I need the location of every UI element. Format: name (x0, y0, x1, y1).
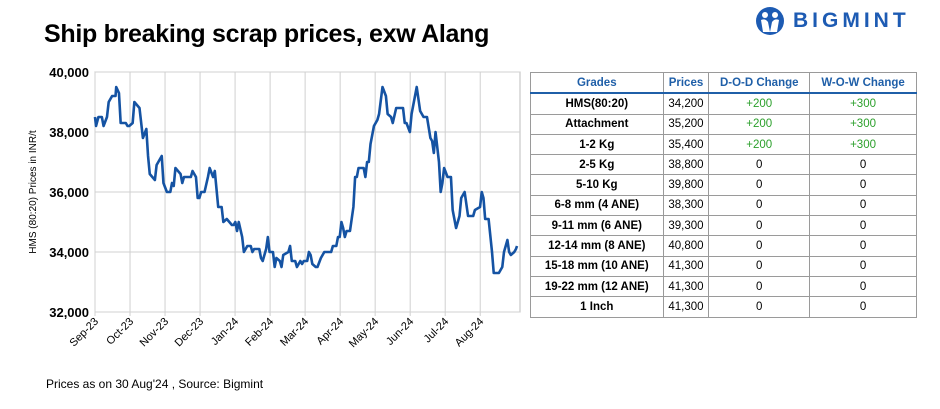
page-title: Ship breaking scrap prices, exw Alang (44, 20, 490, 48)
price-cell: 41,300 (662, 296, 710, 318)
dod-change-cell: 0 (708, 235, 811, 257)
y-axis-label: HMS (80:20) Prices in INR/t (28, 130, 39, 254)
wow-change-cell: 0 (809, 154, 917, 176)
table-row: HMS(80:20) 34,200 +200 +300 (530, 92, 917, 115)
dod-change-cell: +200 (708, 113, 811, 135)
price-cell: 41,300 (662, 255, 710, 277)
column-header: D-O-D Change (708, 72, 811, 95)
table-header-row: Grades Prices D-O-D Change W-O-W Change (530, 72, 917, 95)
brand-logo: BIGMINT (755, 6, 910, 36)
dod-change-cell: 0 (708, 215, 811, 237)
table-row: Attachment 35,200 +200 +300 (530, 113, 917, 135)
y-tick-label: 32,000 (49, 305, 89, 320)
x-tick-label: Nov-23 (138, 316, 172, 350)
table-row: 5-10 Kg 39,800 0 0 (530, 174, 917, 196)
grade-cell: 19-22 mm (12 ANE) (530, 275, 664, 298)
y-tick-label: 34,000 (49, 245, 89, 260)
y-tick-label: 40,000 (49, 65, 89, 80)
dod-change-cell: +200 (708, 92, 811, 115)
y-tick-label: 36,000 (49, 185, 89, 200)
column-header: Prices (662, 72, 710, 95)
table-row: 9-11 mm (6 ANE) 39,300 0 0 (530, 215, 917, 237)
series-line-hms (93, 85, 519, 275)
x-tick-label: Dec-23 (173, 316, 207, 350)
table-row: 15-18 mm (10 ANE) 41,300 0 0 (530, 255, 917, 277)
grade-cell: HMS(80:20) (530, 92, 664, 115)
dod-change-cell: 0 (708, 296, 811, 318)
x-tick-label: Sep-23 (68, 316, 102, 350)
dod-change-cell: 0 (708, 154, 811, 176)
column-header: W-O-W Change (809, 72, 917, 95)
x-tick-label: Mar-24 (278, 316, 311, 349)
grade-cell: 5-10 Kg (530, 174, 664, 196)
price-cell: 39,800 (662, 174, 710, 196)
x-tick-label: Oct-23 (104, 316, 136, 348)
grade-cell: 12-14 mm (8 ANE) (530, 235, 664, 257)
grade-cell: 9-11 mm (6 ANE) (530, 215, 664, 237)
grade-cell: 15-18 mm (10 ANE) (530, 255, 664, 277)
y-tick-label: 38,000 (49, 125, 89, 140)
wow-change-cell: +300 (809, 133, 917, 156)
footnote: Prices as on 30 Aug'24 , Source: Bigmint (46, 377, 264, 391)
wow-change-cell: 0 (809, 174, 917, 196)
wow-change-cell: 0 (809, 194, 917, 217)
grade-cell: 1 Inch (530, 296, 664, 318)
bigmint-logo-icon (756, 7, 784, 35)
x-tick-label: Jan-24 (209, 316, 241, 348)
x-tick-label: May-24 (347, 316, 381, 350)
grade-cell: 6-8 mm (4 ANE) (530, 194, 664, 217)
wow-change-cell: 0 (809, 215, 917, 237)
table-row: 1 Inch 41,300 0 0 (530, 296, 917, 318)
brand-name: BIGMINT (793, 9, 910, 32)
table-row: 19-22 mm (12 ANE) 41,300 0 0 (530, 275, 917, 298)
grades-price-table: Grades Prices D-O-D Change W-O-W Change HMS… (530, 72, 917, 318)
grade-cell: Attachment (530, 113, 664, 135)
table-row: 12-14 mm (8 ANE) 40,800 0 0 (530, 235, 917, 257)
dod-change-cell: +200 (708, 133, 811, 156)
x-tick-label: Jul-24 (422, 316, 452, 346)
dod-change-cell: 0 (708, 255, 811, 277)
price-cell: 40,800 (662, 235, 710, 257)
price-cell: 38,300 (662, 194, 710, 217)
table-row: 1-2 Kg 35,400 +200 +300 (530, 133, 917, 156)
price-cell: 35,200 (662, 113, 710, 135)
price-cell: 39,300 (662, 215, 710, 237)
column-header: Grades (530, 72, 664, 95)
dod-change-cell: 0 (708, 275, 811, 298)
table-row: 2-5 Kg 38,800 0 0 (530, 154, 917, 176)
wow-change-cell: +300 (809, 92, 917, 115)
dod-change-cell: 0 (708, 174, 811, 196)
x-tick-label: Jun-24 (384, 316, 416, 348)
grade-cell: 1-2 Kg (530, 133, 664, 156)
x-tick-label: Apr-24 (314, 316, 346, 348)
dod-change-cell: 0 (708, 194, 811, 217)
wow-change-cell: 0 (809, 275, 917, 298)
wow-change-cell: 0 (809, 296, 917, 318)
price-cell: 41,300 (662, 275, 710, 298)
table-row: 6-8 mm (4 ANE) 38,300 0 0 (530, 194, 917, 217)
x-tick-label: Feb-24 (243, 316, 276, 349)
price-cell: 34,200 (662, 92, 710, 115)
wow-change-cell: 0 (809, 255, 917, 277)
price-cell: 38,800 (662, 154, 710, 176)
price-line-chart: 32,000 34,000 36,000 38,000 40,000 Sep-23 Oct-… (28, 65, 521, 350)
wow-change-cell: 0 (809, 235, 917, 257)
price-cell: 35,400 (662, 133, 710, 156)
grade-cell: 2-5 Kg (530, 154, 664, 176)
wow-change-cell: +300 (809, 113, 917, 135)
x-tick-label: Aug-24 (453, 316, 487, 350)
